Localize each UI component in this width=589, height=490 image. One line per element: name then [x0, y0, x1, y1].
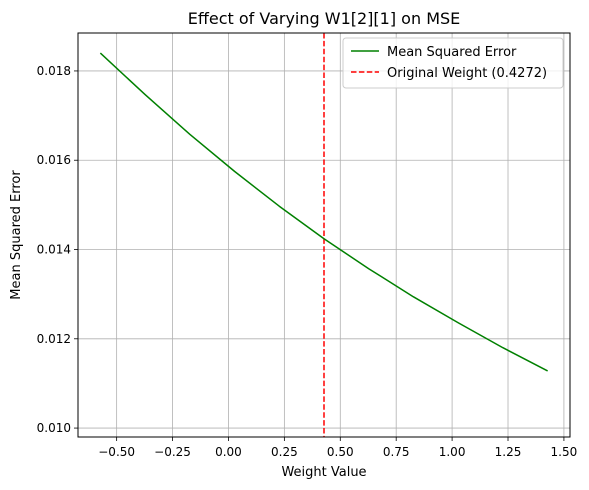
y-tick-label: 0.014: [37, 243, 71, 257]
x-axis-label: Weight Value: [281, 465, 366, 480]
legend-box: [342, 37, 564, 89]
x-tick-label: 0.25: [271, 445, 298, 459]
x-tick-label: 1.50: [551, 445, 578, 459]
x-tick-label: 0.00: [215, 445, 242, 459]
mse-series-line: [99, 52, 548, 372]
x-tick-label: −0.50: [98, 445, 135, 459]
x-tick-label: 0.50: [327, 445, 354, 459]
x-tick-label: −0.25: [154, 445, 191, 459]
y-tick-label: 0.016: [37, 153, 71, 167]
y-axis-ticks: 0.010 0.012 0.014 0.016 0.018: [37, 64, 78, 435]
legend: Mean Squared Error Original Weight (0.427…: [342, 37, 564, 89]
x-tick-label: 1.00: [439, 445, 466, 459]
legend-entry-original-weight-label: Original Weight (0.4272): [387, 66, 547, 81]
y-tick-label: 0.010: [37, 421, 71, 435]
y-axis-label: Mean Squared Error: [9, 170, 24, 300]
chart-title: Effect of Varying W1[2][1] on MSE: [188, 9, 461, 28]
series-lines: [99, 52, 548, 372]
x-tick-label: 1.25: [495, 445, 522, 459]
plot-frame: [77, 32, 571, 438]
legend-entry-mse-label: Mean Squared Error: [387, 45, 517, 60]
y-tick-label: 0.018: [37, 64, 71, 78]
x-tick-label: 0.75: [383, 445, 410, 459]
x-axis-ticks: −0.50 −0.25 0.00 0.25 0.50 0.75 1.00 1.25 1.50: [98, 437, 577, 459]
y-tick-label: 0.012: [37, 332, 71, 346]
